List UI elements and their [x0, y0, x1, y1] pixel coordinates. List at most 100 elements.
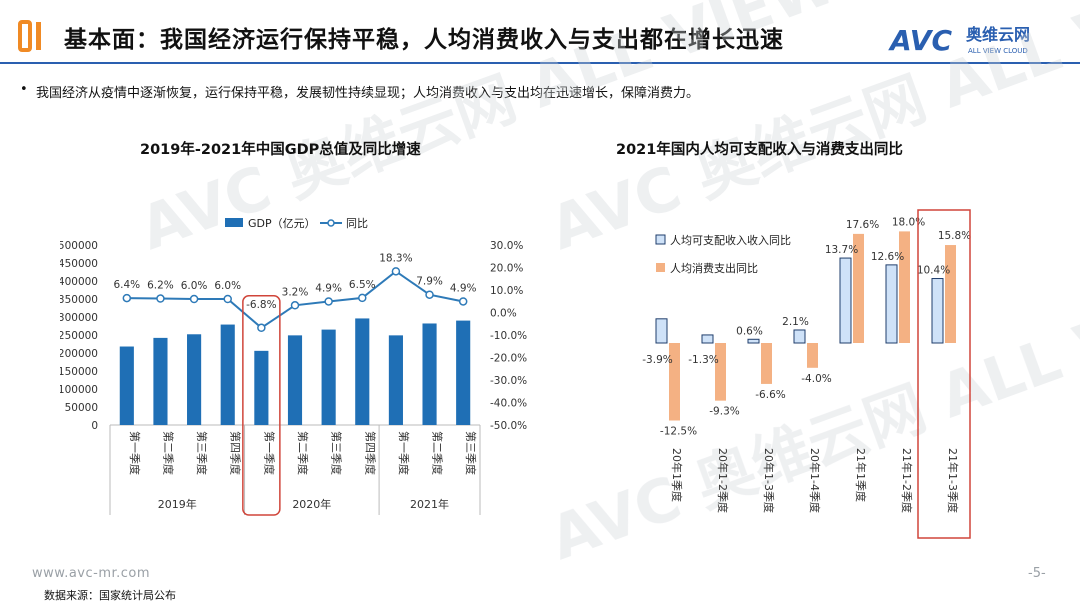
spend-data-label: 18.0% [892, 216, 925, 228]
x-tick-group: 第一季度 [262, 431, 276, 475]
y-left-tick: 250000 [60, 330, 98, 342]
y-right-tick: 30.0% [490, 240, 523, 252]
section-number: 01 [33, 51, 35, 53]
gdp-chart-title: 2019年-2021年中国GDP总值及同比增速 [140, 142, 421, 158]
y-left-tick: 500000 [60, 240, 98, 252]
y-right-tick: 0.0% [490, 308, 517, 320]
yoy-point [358, 293, 367, 303]
x-tick-group: 第三季度 [464, 431, 478, 475]
yoy-data-label: 6.0% [181, 280, 208, 292]
legend-yoy-label: 同比 [346, 217, 368, 230]
legend-yoy-marker [327, 219, 335, 227]
income-bar [747, 338, 760, 344]
gdp-chart: GDP（亿元） 同比 0 50000 100000 150000 200000 250000 3… [60, 217, 527, 516]
x-tick-group: 20年1季度 [670, 448, 684, 502]
y-right-tick: -10.0% [490, 330, 527, 342]
income-bar [793, 329, 806, 344]
y-left-tick: 0 [91, 420, 98, 432]
gdp-bar [287, 335, 303, 425]
yoy-data-label: 18.3% [379, 252, 412, 264]
income-data-label: 0.6% [736, 325, 763, 337]
summary-bullet: 我国经济从疫情中逐渐恢复，运行保持平稳，发展韧性持续显现；人均消费收入与支出均在… [36, 86, 700, 101]
income-data-label: 10.4% [917, 265, 950, 277]
x-tick-label: 第三季度 [195, 431, 209, 475]
yoy-point [458, 297, 468, 306]
group-label: 2020年 [292, 497, 331, 511]
yoy-point [290, 301, 300, 310]
spend-data-label: -6.6% [755, 389, 785, 401]
gdp-bar [187, 334, 202, 425]
y-left-tick: 300000 [60, 312, 98, 324]
yoy-line [126, 270, 464, 330]
y-left-tick: 350000 [60, 294, 98, 306]
x-tick-group: 21年1-2季度 [900, 448, 914, 513]
x-tick-label: 第二季度 [161, 431, 175, 475]
gdp-bar [254, 350, 269, 425]
yoy-point [223, 294, 232, 304]
x-tick-group: 第三季度 [330, 431, 344, 475]
spend-data-label: -12.5% [660, 426, 697, 438]
x-tick-label: 21年1-3季度 [946, 448, 960, 513]
header-divider [0, 62, 1080, 64]
spend-bar [669, 343, 680, 421]
x-tick-label: 第一季度 [128, 431, 142, 475]
data-source: 数据来源：国家统计局公布 [44, 589, 176, 602]
x-tick-label: 第二季度 [296, 431, 310, 475]
yoy-point [122, 293, 132, 303]
yoy-data-label: 6.0% [214, 280, 241, 292]
yoy-data-label: 4.9% [315, 282, 342, 294]
yoy-data-label: 6.2% [147, 280, 174, 292]
x-tick-label: 第二季度 [431, 431, 445, 475]
gdp-bar [119, 346, 134, 425]
income-chart-title: 2021年国内人均可支配收入与消费支出同比 [616, 142, 903, 158]
x-tick-group: 第二季度 [161, 431, 175, 475]
income-bar [655, 318, 668, 344]
avc-logo: AVC 奥维云网 ALL VIEW CLOUD [888, 24, 1030, 57]
x-tick-group: 21年1季度 [854, 448, 868, 502]
yoy-point [189, 294, 199, 304]
yoy-data-label: 6.5% [349, 279, 376, 291]
x-tick-label: 第四季度 [363, 431, 377, 475]
y-left-tick: 50000 [65, 402, 98, 414]
y-right-tick: -20.0% [490, 353, 527, 365]
x-tick-label: 第四季度 [229, 431, 243, 475]
x-tick-label: 20年1季度 [670, 448, 684, 502]
spend-bar [899, 231, 910, 343]
spend-bar [807, 343, 818, 368]
x-tick-label: 21年1-2季度 [900, 448, 914, 513]
x-tick-group: 第四季度 [229, 431, 243, 475]
x-tick-group: 20年1-4季度 [808, 448, 822, 513]
yoy-point [324, 297, 333, 306]
logo-mark: AVC [888, 24, 952, 57]
yoy-point [156, 294, 165, 303]
income-data-label: -1.3% [688, 354, 718, 366]
spend-bar [853, 233, 864, 343]
y-right-tick: -50.0% [490, 420, 527, 432]
income-bar [701, 334, 714, 344]
x-tick-label: 第一季度 [262, 431, 276, 475]
y-right-tick: -40.0% [490, 398, 527, 410]
y-left-tick: 400000 [60, 276, 98, 288]
income-bar [885, 264, 898, 344]
y-left-tick: 200000 [60, 348, 98, 360]
income-data-label: 13.7% [825, 244, 858, 256]
bullet-dot: • [20, 82, 28, 97]
legend-spend-label: 人均消费支出同比 [670, 261, 758, 275]
section-number-badge: 01 [18, 20, 41, 53]
gdp-bar [220, 324, 235, 425]
page-title: 基本面：我国经济运行保持平稳，人均消费收入与支出都在增长迅速 [64, 27, 784, 53]
highlight-box [917, 209, 971, 539]
spend-bar [761, 343, 772, 384]
yoy-data-label: 3.2% [282, 286, 309, 298]
gdp-bar [422, 323, 437, 425]
yoy-data-label: 4.9% [450, 282, 477, 294]
spend-bar [945, 245, 956, 343]
yoy-data-label: -6.8% [246, 299, 276, 311]
yoy-point [391, 267, 401, 276]
x-tick-label: 第三季度 [330, 431, 344, 475]
highlight-box [242, 295, 281, 516]
spend-bar [715, 343, 726, 401]
page-number: -5- [1028, 566, 1046, 581]
income-bar [931, 278, 944, 344]
